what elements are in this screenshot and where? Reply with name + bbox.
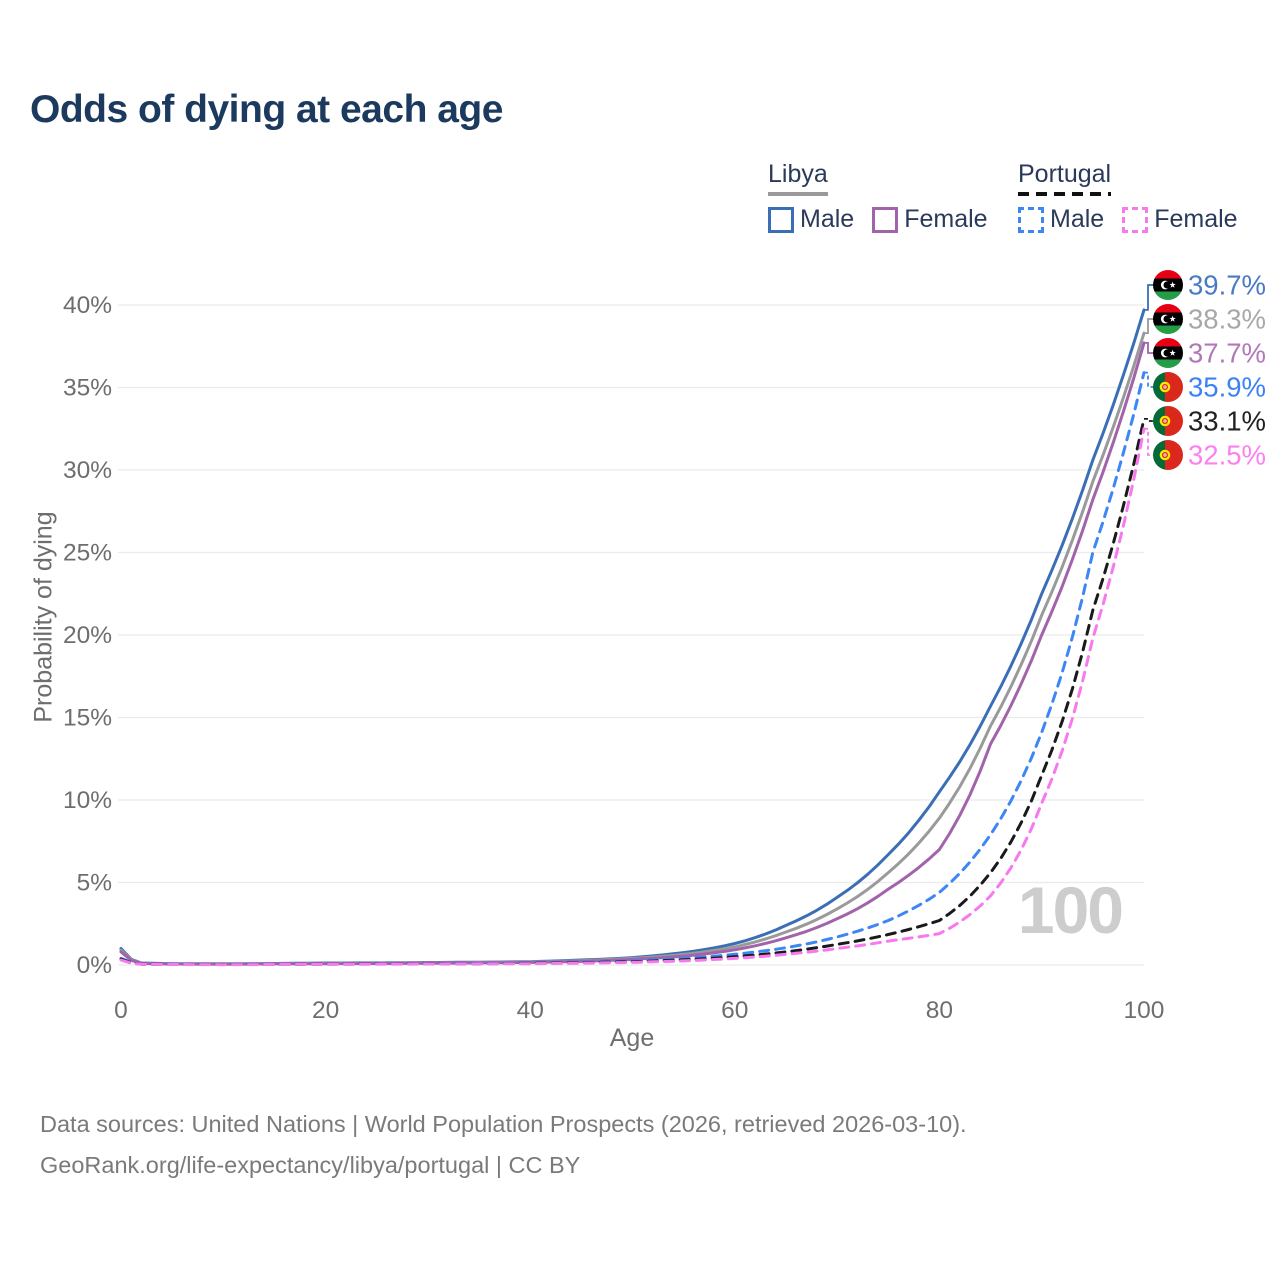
legend-item-portugal-male[interactable]: Male <box>1018 205 1104 234</box>
footer: Data sources: United Nations | World Pop… <box>40 1104 967 1186</box>
legend-libya-combined-line-key <box>768 192 828 196</box>
end-value-label: 35.9% <box>1188 372 1266 403</box>
legend-portugal-combined-line-key <box>1018 192 1112 196</box>
end-label-connector <box>1144 342 1154 354</box>
y-tick-label: 40% <box>63 292 112 319</box>
legend-item-label: Male <box>800 205 855 233</box>
legend-portugal-header[interactable]: Portugal <box>1018 160 1112 196</box>
legend-item-label: Female <box>904 205 988 233</box>
end-label-connector <box>1144 371 1154 388</box>
portugal-flag-icon <box>1153 406 1183 436</box>
series-line-portugal-female <box>119 427 1146 967</box>
x-tick-label: 60 <box>721 997 748 1024</box>
page-title: Odds of dying at each age <box>30 88 503 131</box>
portugal-flag-icon <box>1153 372 1183 402</box>
portugal-female-swatch-icon <box>1122 206 1149 233</box>
y-tick-label: 0% <box>77 952 112 979</box>
x-axis-ticks: 0 20 40 60 80 100 <box>114 997 1164 1024</box>
legend-group-portugal: Portugal Male Female <box>1018 160 1238 234</box>
x-axis-title: Age <box>609 1024 655 1052</box>
attribution-line: GeoRank.org/life-expectancy/libya/portug… <box>40 1152 581 1178</box>
x-tick-label: 0 <box>114 997 128 1024</box>
end-label-connector <box>1144 427 1154 456</box>
y-tick-label: 10% <box>63 787 112 814</box>
x-tick-label: 100 <box>1124 997 1165 1024</box>
end-label-connector <box>1144 318 1154 334</box>
y-tick-label: 5% <box>77 870 112 897</box>
end-value-label: 37.7% <box>1188 338 1266 369</box>
portugal-male-swatch-icon <box>1018 206 1044 233</box>
series-line-libya <box>119 331 1146 966</box>
libya-flag-icon <box>1153 338 1183 368</box>
end-value-label: 32.5% <box>1188 440 1266 471</box>
legend-item-label: Male <box>1050 205 1105 233</box>
end-value-label: 39.7% <box>1188 270 1266 301</box>
legend-item-libya-female[interactable]: Female <box>872 205 988 234</box>
y-tick-label: 15% <box>63 705 112 732</box>
end-value-label: 38.3% <box>1188 304 1266 335</box>
libya-female-swatch-icon <box>872 206 899 233</box>
portugal-flag-icon <box>1153 440 1183 470</box>
legend-item-portugal-female[interactable]: Female <box>1122 205 1238 234</box>
data-source-line: Data sources: United Nations | World Pop… <box>40 1111 967 1137</box>
legend-group-libya: Libya Male Female <box>768 160 988 234</box>
libya-male-swatch-icon <box>768 206 794 233</box>
libya-flag-icon <box>1153 270 1183 300</box>
x-tick-label: 80 <box>926 997 953 1024</box>
y-tick-label: 25% <box>63 540 112 567</box>
x-tick-label: 20 <box>312 997 339 1024</box>
end-label-connector <box>1144 284 1154 311</box>
series-line-libya-female <box>119 341 1146 966</box>
series-line-libya-male <box>119 308 1146 966</box>
legend-item-label: Female <box>1154 205 1238 233</box>
end-value-label: 33.1% <box>1188 406 1266 437</box>
y-tick-label: 20% <box>63 622 112 649</box>
y-tick-label: 35% <box>63 375 112 402</box>
legend-portugal-title[interactable]: Portugal <box>1018 160 1112 188</box>
y-grid: 0% 5% 10% 15% 20% 25% 30% 35% 40% <box>63 292 1144 979</box>
libya-flag-icon <box>1153 304 1183 334</box>
y-tick-label: 30% <box>63 457 112 484</box>
legend-item-libya-male[interactable]: Male <box>768 205 854 234</box>
x-tick-label: 40 <box>517 997 544 1024</box>
legend-libya-header[interactable]: Libya <box>768 160 828 196</box>
y-axis-title: Probability of dying <box>29 511 58 723</box>
end-label-connector <box>1144 418 1154 422</box>
legend-libya-title[interactable]: Libya <box>768 160 828 188</box>
age-watermark: 100 <box>1017 873 1124 947</box>
